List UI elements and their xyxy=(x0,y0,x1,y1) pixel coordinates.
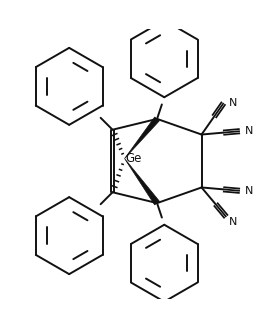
Text: Ge: Ge xyxy=(126,152,142,165)
Text: N: N xyxy=(245,126,253,136)
Text: N: N xyxy=(245,186,253,196)
Polygon shape xyxy=(124,158,160,205)
Text: N: N xyxy=(229,217,237,227)
Text: N: N xyxy=(228,98,237,108)
Polygon shape xyxy=(124,117,159,158)
